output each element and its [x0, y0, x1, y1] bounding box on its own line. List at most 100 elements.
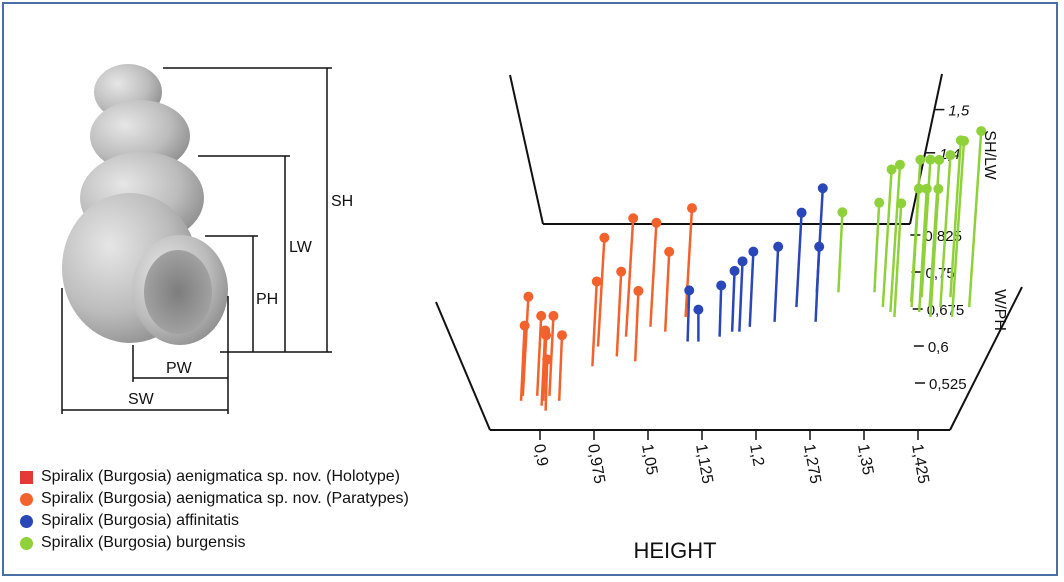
data-point: [693, 304, 704, 315]
data-point: [633, 285, 644, 296]
data-stem: [544, 359, 549, 411]
x-tick-label: 1,05: [638, 443, 660, 477]
data-point: [664, 246, 675, 257]
data-stem: [624, 218, 635, 337]
legend: Spiralix (Burgosia) aenigmatica sp. nov.…: [20, 466, 409, 554]
data-stem: [519, 325, 526, 401]
data-stem: [795, 212, 803, 308]
data-stem: [686, 290, 691, 342]
sh-label: SH: [331, 193, 353, 210]
y-tick-label: 0,525: [929, 376, 967, 393]
legend-label: Spiralix (Burgosia) affinitatis: [41, 512, 240, 529]
data-point: [895, 159, 905, 170]
y-tick-label: 0,6: [928, 339, 949, 356]
data-point: [817, 183, 828, 194]
measure-lines: [61, 67, 332, 414]
x-tick-label: 1,125: [692, 443, 716, 485]
data-point: [616, 266, 627, 277]
data-point: [548, 310, 559, 321]
legend-label: Spiralix (Burgosia) aenigmatica sp. nov.…: [41, 468, 400, 485]
data-stem: [929, 188, 940, 318]
x-tick-label: 0,9: [530, 443, 551, 468]
y-axis-label: W/PH: [991, 289, 1008, 331]
data-point: [599, 232, 610, 243]
data-stem: [730, 270, 736, 332]
x-tick-label: 1,35: [854, 443, 876, 477]
data-point: [913, 183, 924, 194]
data-point: [651, 217, 662, 228]
data-stem: [557, 335, 564, 401]
data-point: [796, 207, 807, 218]
legend-item-paratypes: Spiralix (Burgosia) aenigmatica sp. nov.…: [20, 488, 409, 510]
data-marks: [519, 126, 987, 411]
data-stem: [950, 140, 966, 318]
legend-item-burgensis: Spiralix (Burgosia) burgensis: [20, 532, 409, 554]
data-point: [591, 276, 602, 287]
data-point: [934, 154, 945, 165]
data-point: [874, 197, 885, 208]
data-stem: [591, 281, 599, 367]
data-stem: [596, 237, 606, 347]
x-tick-label: 1,275: [800, 443, 824, 485]
x-axis-label: HEIGHT: [633, 538, 716, 563]
x-tick-label: 0,975: [584, 443, 608, 485]
x-tick-label: 1,2: [746, 443, 767, 468]
data-point: [896, 198, 907, 209]
legend-label: Spiralix (Burgosia) burgensis: [41, 534, 246, 551]
data-point: [542, 354, 553, 365]
data-point: [557, 330, 567, 341]
data-stem: [893, 203, 903, 318]
legend-label: Spiralix (Burgosia) aenigmatica sp. nov.…: [41, 490, 409, 507]
data-stem: [814, 246, 821, 322]
data-point: [933, 183, 944, 194]
data-stem: [540, 330, 547, 406]
data-point: [959, 135, 969, 146]
chart-box: [435, 73, 1023, 431]
data-stem: [920, 159, 932, 298]
data-point: [519, 320, 530, 331]
data-stem: [949, 140, 963, 298]
data-stem: [773, 246, 780, 322]
data-point: [837, 207, 848, 218]
data-point: [748, 246, 759, 257]
data-point: [915, 154, 926, 165]
data-point: [729, 265, 740, 276]
data-point: [886, 164, 897, 175]
data-stem: [521, 296, 530, 396]
data-stem: [738, 261, 744, 332]
data-point: [536, 310, 547, 321]
data-stem: [889, 164, 902, 313]
data-stem: [649, 222, 658, 327]
data-stem: [548, 315, 555, 396]
z-tick-label: 1,5: [948, 103, 970, 120]
data-stem: [917, 188, 929, 313]
data-point: [945, 150, 956, 161]
data-stem: [684, 208, 694, 318]
data-point: [628, 213, 639, 224]
shell-image: [62, 64, 228, 345]
legend-square-marker: [20, 470, 33, 484]
axis-ticks: [539, 108, 945, 440]
y-tick-label: 0,675: [927, 302, 965, 319]
legend-circle-marker: [20, 514, 33, 528]
data-point: [976, 126, 987, 137]
data-point: [737, 256, 748, 267]
data-point: [540, 325, 551, 336]
lw-label: LW: [289, 239, 313, 256]
data-stem: [663, 251, 671, 332]
data-stem: [615, 271, 623, 357]
data-stem: [873, 202, 881, 293]
x-tick-label: 1,425: [908, 443, 932, 485]
data-stem: [881, 169, 893, 308]
data-stem: [748, 251, 755, 327]
data-stem: [939, 154, 952, 308]
ph-label: PH: [256, 291, 278, 308]
pw-label: PW: [166, 360, 193, 377]
legend-circle-marker: [20, 536, 33, 550]
legend-item-holotype: Spiralix (Burgosia) aenigmatica sp. nov.…: [20, 466, 409, 488]
data-stem: [633, 290, 640, 362]
data-point: [921, 183, 932, 194]
data-stem: [718, 285, 723, 337]
data-point: [814, 241, 825, 252]
